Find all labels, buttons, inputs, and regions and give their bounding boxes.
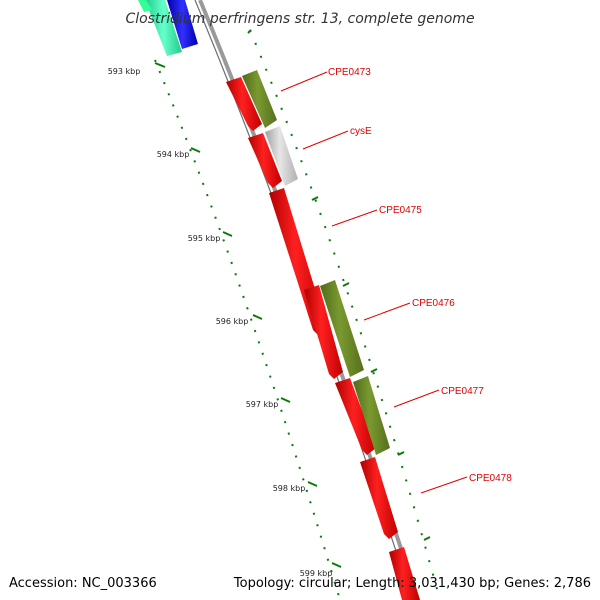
gene-olive-2 [320,280,364,377]
genome-title: Clostridium perfringens str. 13, complet… [125,11,474,27]
gene-label-cyse: cysE [350,126,372,137]
tick-label-593: 593 kbp [108,67,141,76]
gene-label-cpe0473: CPE0473 [328,67,371,78]
cds-1 [226,77,262,131]
tick-label-595: 595 kbp [188,234,221,243]
cds-7 [389,547,420,600]
gene-label-cpe0475: CPE0475 [379,205,422,216]
gene-label-cpe0478: CPE0478 [469,473,512,484]
feature-teal-top [145,0,182,56]
cds-2 [248,133,282,188]
tick-label-598: 598 kbp [273,484,306,493]
tick-label-594: 594 kbp [157,150,190,159]
cds-4 [304,285,343,379]
topology-summary-text: Topology: circular; Length: 3,031,430 bp… [233,576,591,591]
tick-label-597: 597 kbp [246,400,279,409]
tick-label-596: 596 kbp [216,317,249,326]
gene-label-cpe0477: CPE0477 [441,386,484,397]
accession-text: Accession: NC_003366 [9,576,157,591]
reverse-strand-cds [226,77,420,600]
scale-track-group [154,29,441,600]
scale-ticks: 593 kbp 594 kbp 595 kbp 596 kbp 597 kbp … [108,62,342,578]
cds-6 [360,457,398,539]
tick-label-599: 599 kbp [300,569,333,578]
outer-dotted-scale-track [249,29,441,600]
gene-olive-1 [242,70,277,128]
outer-track-dashes [247,29,431,541]
inner-dotted-scale-track [154,59,341,600]
feature-blue-top [167,0,198,49]
top-features [138,0,198,56]
cds-5 [335,378,376,455]
gene-labels: CPE0473 cysE CPE0475 CPE0476 CPE0477 CPE… [280,67,512,494]
gene-grey-1 [265,126,298,186]
forward-strand-genes [242,70,390,455]
gene-olive-3 [353,376,390,455]
gene-label-cpe0476: CPE0476 [412,298,455,309]
